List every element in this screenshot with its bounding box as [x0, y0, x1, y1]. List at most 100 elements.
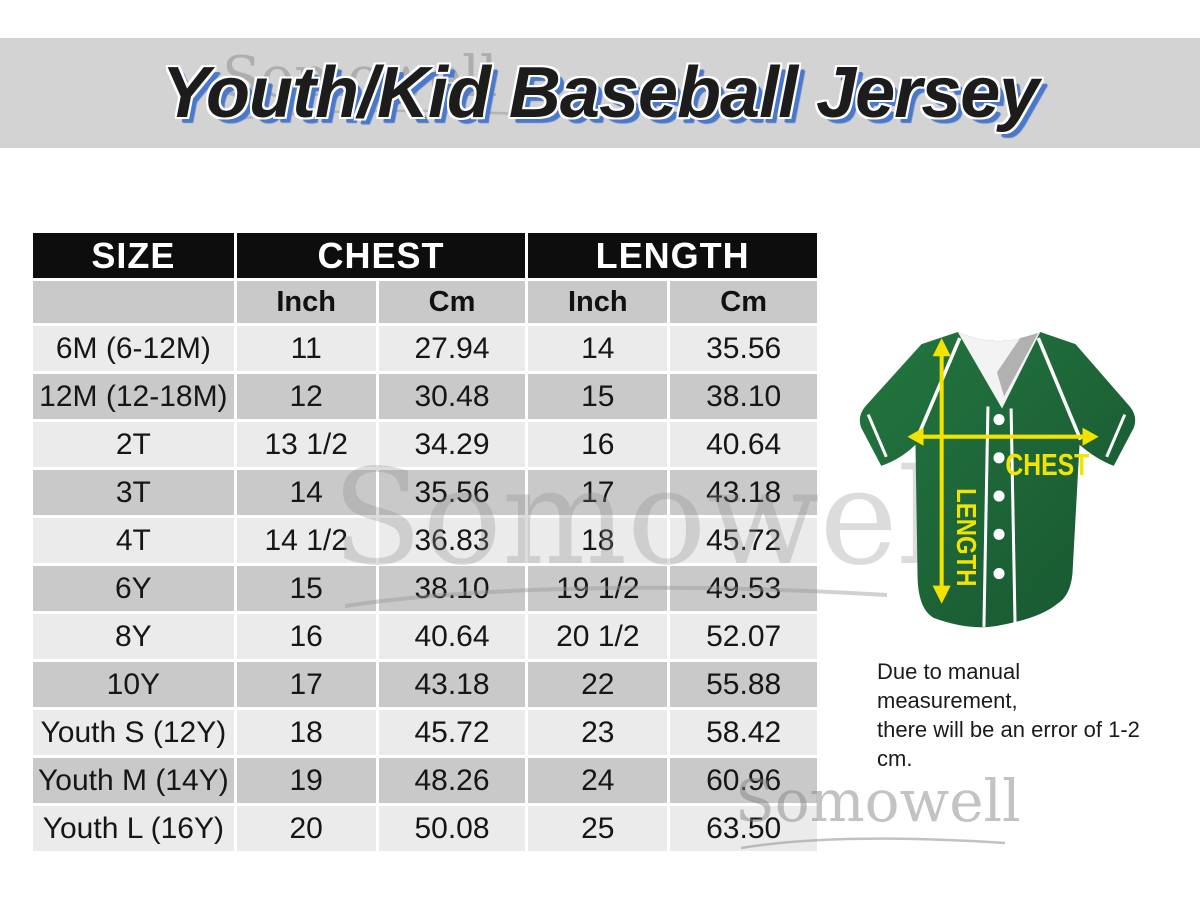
cell-chest_cm: 38.10	[378, 566, 526, 611]
cell-chest_cm: 45.72	[378, 710, 526, 755]
table-subheader-row: Inch Cm Inch Cm	[33, 281, 817, 323]
cell-chest_in: 16	[236, 614, 376, 659]
cell-size: 6Y	[33, 566, 234, 611]
subheader-length-inch: Inch	[528, 281, 668, 323]
cell-length_in: 20 1/2	[528, 614, 668, 659]
cell-chest_in: 19	[236, 758, 376, 803]
cell-chest_cm: 36.83	[378, 518, 526, 563]
table-row: 6M (6-12M) 11 27.94 14 35.56	[33, 326, 817, 371]
cell-length_in: 18	[528, 518, 668, 563]
table-row: Youth L (16Y) 20 50.08 25 63.50	[33, 806, 817, 851]
cell-size: 3T	[33, 470, 234, 515]
cell-size: 4T	[33, 518, 234, 563]
cell-length_in: 19 1/2	[528, 566, 668, 611]
table-row: 12M (12-18M) 12 30.48 15 38.10	[33, 374, 817, 419]
chest-arrow	[907, 427, 1099, 446]
collar-shadow	[997, 333, 1039, 397]
cell-size: 2T	[33, 422, 234, 467]
cell-chest_cm: 48.26	[378, 758, 526, 803]
title-banner	[0, 38, 1200, 148]
note-line-2: there will be an error of 1-2 cm.	[877, 717, 1140, 772]
cell-length_cm: 35.56	[670, 326, 817, 371]
cell-length_in: 22	[528, 662, 668, 707]
placket-line-left	[982, 406, 990, 627]
table-row: 10Y 17 43.18 22 55.88	[33, 662, 817, 707]
table-row: 2T 13 1/2 34.29 16 40.64	[33, 422, 817, 467]
cell-chest_cm: 43.18	[378, 662, 526, 707]
cell-length_cm: 58.42	[670, 710, 817, 755]
cell-length_cm: 43.18	[670, 470, 817, 515]
jersey-measurement-diagram: CHEST LENGTH	[853, 326, 1140, 646]
cell-length_cm: 38.10	[670, 374, 817, 419]
cell-size: 10Y	[33, 662, 234, 707]
jersey-button	[993, 528, 1005, 540]
page-title: Youth/Kid Baseball Jersey	[161, 53, 1040, 133]
header-size: SIZE	[33, 233, 234, 278]
subheader-chest-inch: Inch	[236, 281, 376, 323]
cell-size: 12M (12-18M)	[33, 374, 234, 419]
cell-size: Youth L (16Y)	[33, 806, 234, 851]
table-row: 3T 14 35.56 17 43.18	[33, 470, 817, 515]
cell-length_cm: 55.88	[670, 662, 817, 707]
size-chart-table: SIZE CHEST LENGTH Inch Cm Inch Cm 6M (6-…	[30, 230, 820, 854]
cell-length_cm: 45.72	[670, 518, 817, 563]
placket-line-right	[1009, 408, 1017, 628]
size-table-body: 6M (6-12M) 11 27.94 14 35.56 12M (12-18M) 12 30…	[33, 326, 817, 851]
cell-chest_in: 17	[236, 662, 376, 707]
cell-chest_in: 12	[236, 374, 376, 419]
subheader-empty	[33, 281, 234, 323]
cell-chest_in: 14	[236, 470, 376, 515]
cell-chest_cm: 40.64	[378, 614, 526, 659]
cell-length_in: 25	[528, 806, 668, 851]
raglan-seam-right	[1036, 337, 1083, 441]
cell-length_cm: 40.64	[670, 422, 817, 467]
table-row: 6Y 15 38.10 19 1/2 49.53	[33, 566, 817, 611]
table-row: Youth M (14Y) 19 48.26 24 60.96	[33, 758, 817, 803]
cell-length_cm: 63.50	[670, 806, 817, 851]
cell-length_cm: 49.53	[670, 566, 817, 611]
sleeve-piping-left	[866, 413, 888, 458]
cell-chest_in: 18	[236, 710, 376, 755]
cell-size: Youth M (14Y)	[33, 758, 234, 803]
cell-chest_in: 15	[236, 566, 376, 611]
cell-chest_cm: 27.94	[378, 326, 526, 371]
cell-size: Youth S (12Y)	[33, 710, 234, 755]
sleeve-piping-right	[1105, 413, 1127, 458]
cell-size: 8Y	[33, 614, 234, 659]
jersey-button	[993, 452, 1005, 464]
table-header-row: SIZE CHEST LENGTH	[33, 233, 817, 278]
cell-chest_cm: 50.08	[378, 806, 526, 851]
cell-length_in: 24	[528, 758, 668, 803]
cell-chest_in: 14 1/2	[236, 518, 376, 563]
cell-length_in: 16	[528, 422, 668, 467]
table-row: 4T 14 1/2 36.83 18 45.72	[33, 518, 817, 563]
header-length: LENGTH	[528, 233, 817, 278]
subheader-chest-cm: Cm	[378, 281, 526, 323]
cell-chest_cm: 35.56	[378, 470, 526, 515]
cell-chest_cm: 34.29	[378, 422, 526, 467]
jersey-button	[993, 414, 1005, 426]
cell-length_in: 14	[528, 326, 668, 371]
chest-measure-label: CHEST	[1005, 448, 1089, 482]
jersey-button	[993, 568, 1005, 580]
cell-length_cm: 52.07	[670, 614, 817, 659]
jersey-button	[993, 490, 1005, 502]
table-row: Youth S (12Y) 18 45.72 23 58.42	[33, 710, 817, 755]
subheader-length-cm: Cm	[670, 281, 817, 323]
length-measure-label: LENGTH	[950, 488, 982, 586]
raglan-seam-left	[914, 337, 962, 441]
cell-size: 6M (6-12M)	[33, 326, 234, 371]
cell-chest_in: 20	[236, 806, 376, 851]
cell-length_cm: 60.96	[670, 758, 817, 803]
cell-chest_cm: 30.48	[378, 374, 526, 419]
header-chest: CHEST	[236, 233, 526, 278]
cell-chest_in: 11	[236, 326, 376, 371]
cell-length_in: 23	[528, 710, 668, 755]
cell-length_in: 15	[528, 374, 668, 419]
note-line-1: Due to manual measurement,	[877, 659, 1021, 714]
cell-length_in: 17	[528, 470, 668, 515]
jersey-graphic: CHEST LENGTH	[859, 332, 1136, 628]
cell-chest_in: 13 1/2	[236, 422, 376, 467]
table-row: 8Y 16 40.64 20 1/2 52.07	[33, 614, 817, 659]
